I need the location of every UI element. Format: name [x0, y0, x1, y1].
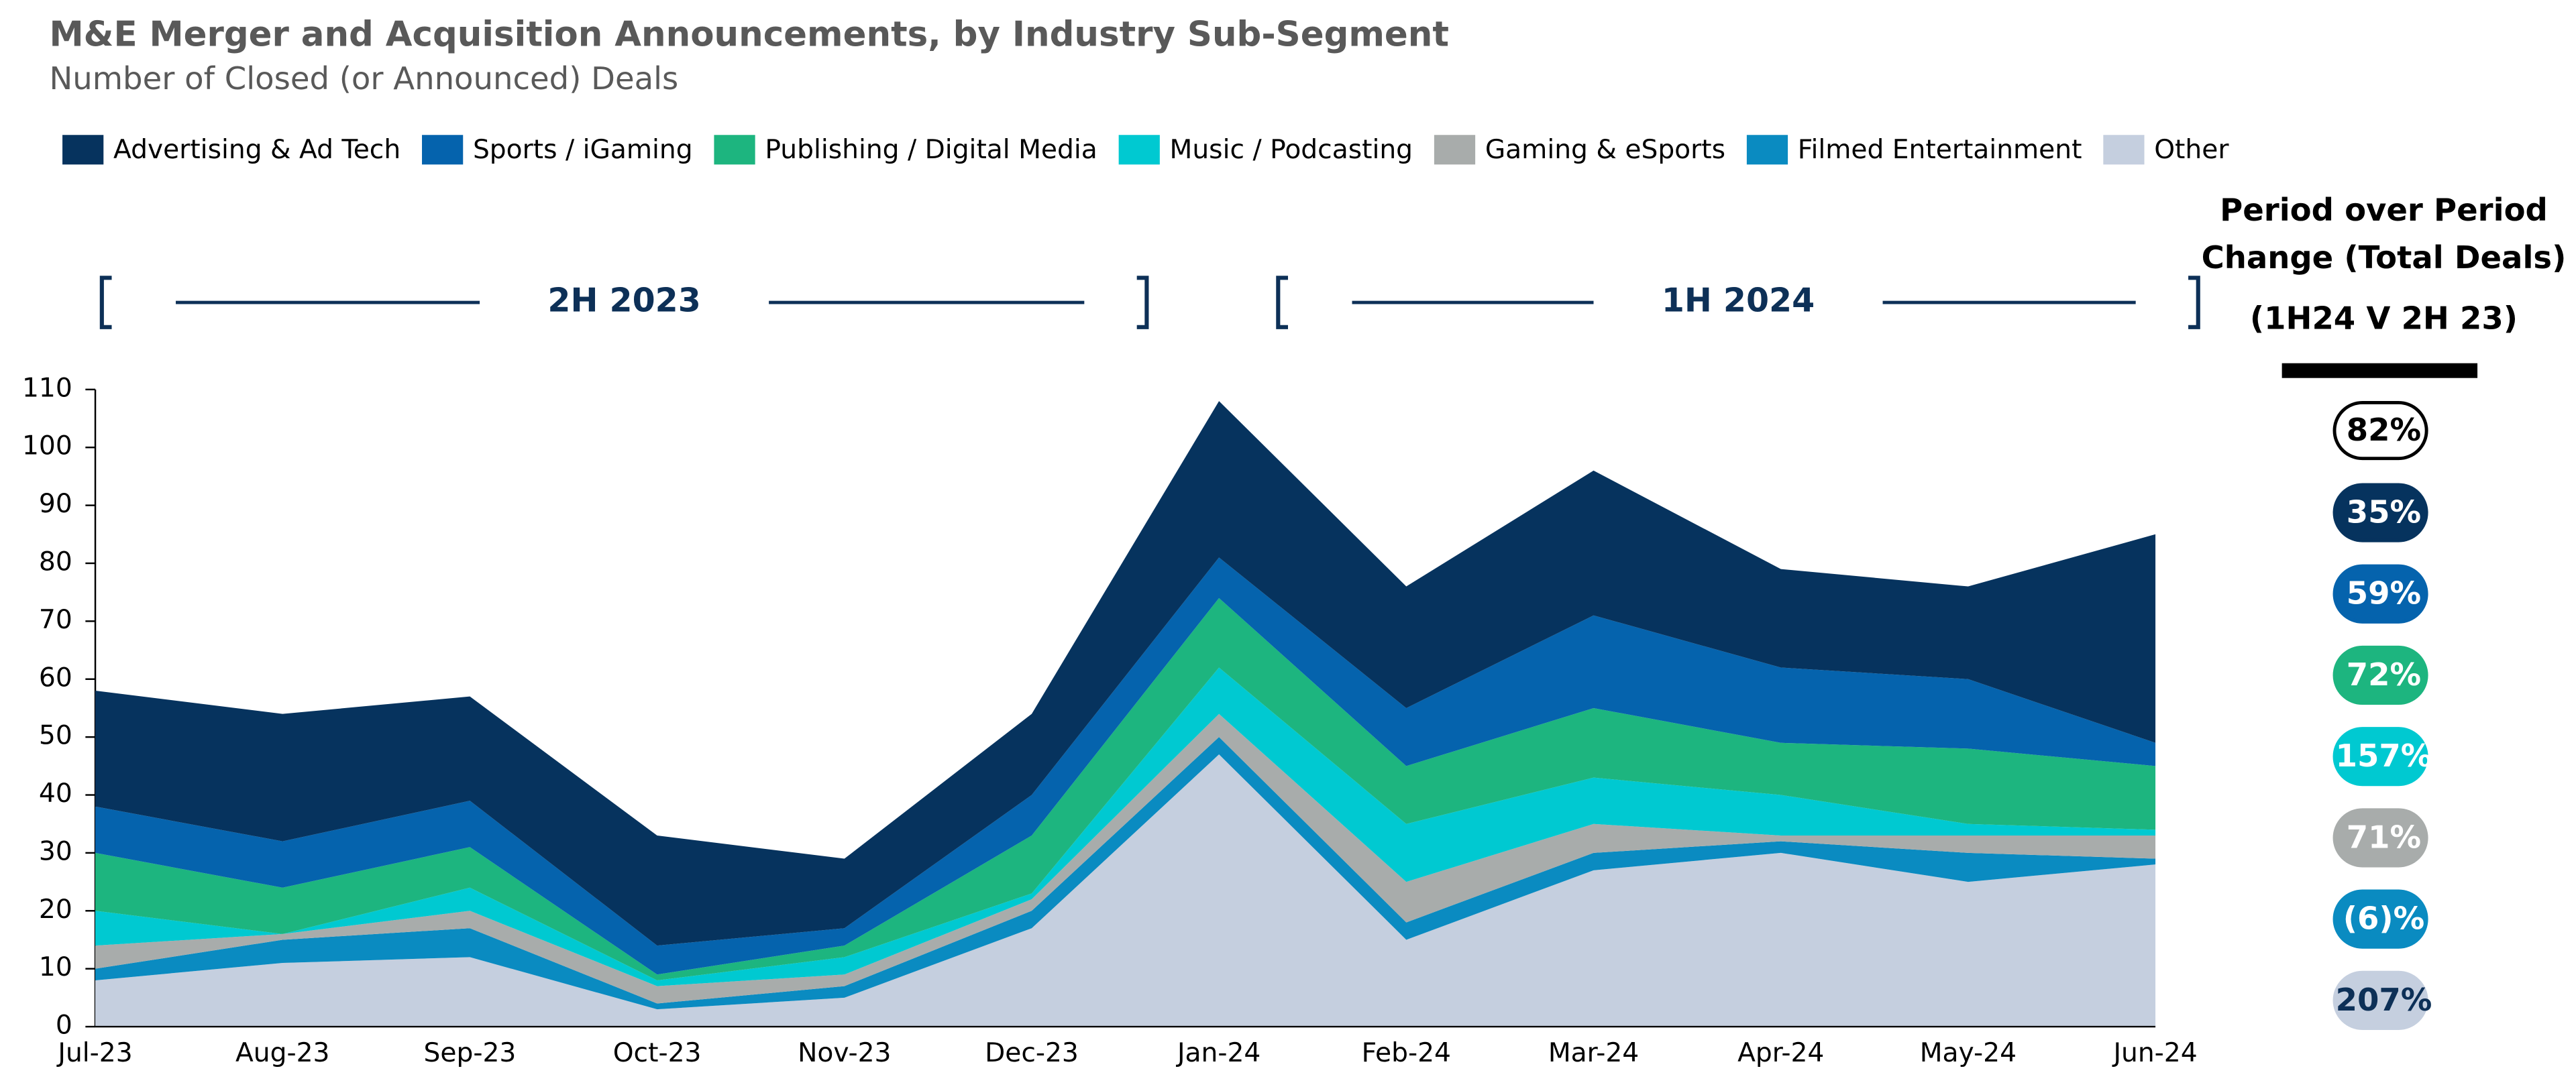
- period-label: 2H 2023: [547, 282, 700, 320]
- bracket: [99, 276, 112, 329]
- x-tick-label: Jun-24: [2111, 1038, 2197, 1068]
- legend-swatch: [62, 135, 104, 165]
- legend-label: Other: [2154, 135, 2229, 165]
- area: [95, 597, 2156, 980]
- legend-label: Music / Podcasting: [1170, 135, 1413, 165]
- legend-label: Sports / iGaming: [473, 135, 693, 165]
- change-badge: [2332, 400, 2428, 461]
- change-label: (6)%: [2343, 901, 2425, 937]
- x-tick-label: Feb-24: [1362, 1038, 1451, 1068]
- chart-title: M&E Merger and Acquisition Announcements…: [49, 14, 1448, 54]
- legend-swatch: [2103, 135, 2145, 165]
- y-tick-label: 10: [39, 952, 72, 982]
- change-label: 157%: [2336, 738, 2432, 774]
- change-badge: [2332, 645, 2428, 705]
- area: [95, 557, 2156, 975]
- change-badge: [2332, 808, 2428, 868]
- x-tick-label: Jan-24: [1175, 1038, 1260, 1068]
- y-tick-label: 40: [39, 779, 72, 809]
- area: [95, 401, 2156, 946]
- change-badge: [2332, 727, 2428, 787]
- legend-swatch: [1746, 135, 1788, 165]
- change-badge: [2332, 564, 2428, 624]
- y-tick-label: 20: [39, 895, 72, 925]
- y-tick-label: 90: [39, 489, 72, 519]
- y-tick-label: 0: [56, 1011, 72, 1041]
- header-rule: [2282, 363, 2478, 378]
- y-tick-label: 50: [39, 721, 72, 751]
- bracket: [1136, 276, 1149, 329]
- x-tick-label: Apr-24: [1737, 1038, 1824, 1068]
- change-badge: [2332, 970, 2428, 1030]
- legend-label: Advertising & Ad Tech: [113, 135, 400, 165]
- legend-label: Publishing / Digital Media: [765, 135, 1097, 165]
- y-tick-label: 100: [22, 431, 72, 461]
- change-label: 82%: [2347, 412, 2421, 448]
- legend-swatch: [714, 135, 755, 165]
- panel-title: Period over Period: [2220, 192, 2548, 228]
- x-tick-label: Mar-24: [1548, 1038, 1639, 1068]
- x-tick-label: Aug-23: [235, 1038, 329, 1068]
- chart-subtitle: Number of Closed (or Announced) Deals: [49, 60, 678, 97]
- change-label: 72%: [2347, 656, 2421, 693]
- x-tick-label: Oct-23: [613, 1038, 702, 1068]
- y-tick-label: 110: [22, 373, 72, 403]
- change-badge: [2332, 483, 2428, 542]
- bracket: [1276, 276, 1288, 329]
- legend-label: Gaming & eSports: [1485, 135, 1725, 165]
- period-label: 1H 2024: [1662, 282, 1815, 320]
- area: [95, 667, 2156, 986]
- panel-title: (1H24 V 2H 23): [2250, 300, 2518, 336]
- legend-swatch: [1434, 135, 1476, 165]
- y-tick-label: 30: [39, 836, 72, 866]
- change-label: 59%: [2347, 575, 2421, 612]
- change-label: 71%: [2347, 819, 2421, 855]
- y-tick-label: 80: [39, 547, 72, 577]
- legend-label: Filmed Entertainment: [1798, 135, 2082, 165]
- y-tick-label: 70: [39, 605, 72, 635]
- x-tick-label: Nov-23: [798, 1038, 891, 1068]
- y-tick-label: 60: [39, 663, 72, 693]
- panel-title: Change (Total Deals): [2202, 239, 2567, 276]
- x-tick-label: May-24: [1920, 1038, 2017, 1068]
- bracket: [2188, 276, 2200, 329]
- legend-swatch: [1118, 135, 1160, 165]
- legend-swatch: [422, 135, 464, 165]
- change-badge: [2332, 889, 2428, 949]
- change-label: 35%: [2347, 494, 2421, 530]
- x-tick-label: Sep-23: [424, 1038, 517, 1068]
- x-tick-label: Dec-23: [985, 1038, 1079, 1068]
- change-label: 207%: [2336, 982, 2432, 1018]
- area: [95, 754, 2156, 1027]
- x-tick-label: Jul-23: [56, 1038, 132, 1068]
